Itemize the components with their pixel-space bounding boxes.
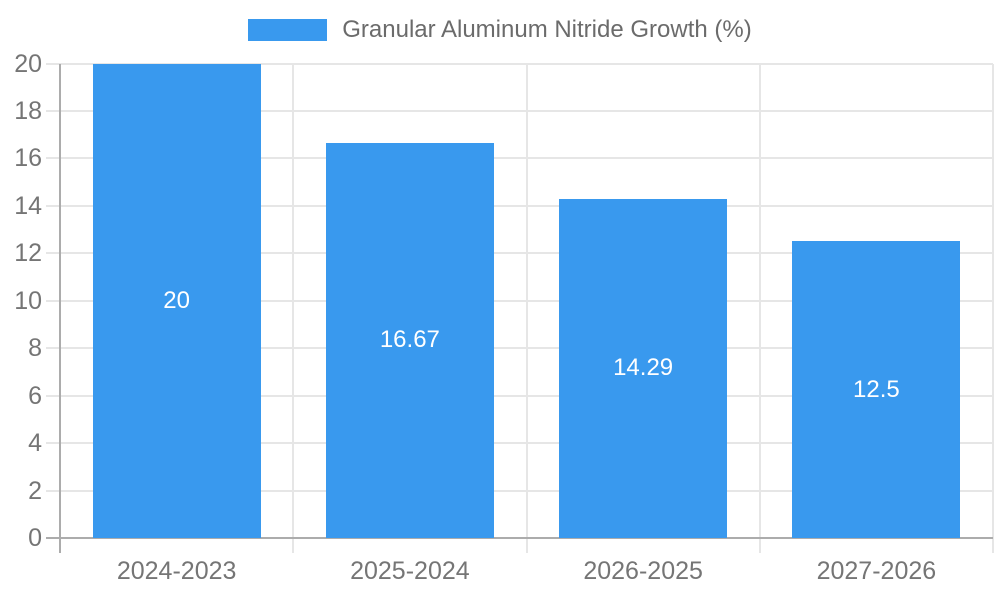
gridline-vertical <box>525 63 528 553</box>
bar-value-label: 20 <box>163 286 190 314</box>
gridline-horizontal <box>46 109 993 112</box>
bar-2025-2024[interactable] <box>325 142 494 538</box>
legend-swatch <box>248 19 328 41</box>
gridline-horizontal <box>46 347 993 350</box>
y-tick-label: 0 <box>28 524 42 552</box>
y-tick-label: 8 <box>28 334 42 363</box>
x-tick-label: 2027-2026 <box>816 557 937 585</box>
gridline-horizontal <box>46 252 993 255</box>
bar-value-label: 14.29 <box>613 354 674 382</box>
x-tick-label: 2024-2023 <box>116 557 237 585</box>
y-tick-label: 18 <box>14 96 42 125</box>
gridline-horizontal <box>46 489 993 492</box>
y-tick-label: 6 <box>28 381 42 410</box>
y-tick-label: 16 <box>14 144 42 173</box>
gridline-horizontal <box>46 204 993 207</box>
gridline-horizontal <box>46 394 993 397</box>
legend[interactable]: Granular Aluminum Nitride Growth (%) <box>0 16 1000 44</box>
y-tick-label: 14 <box>14 191 42 220</box>
gridline-vertical <box>292 63 295 553</box>
bar-value-label: 16.67 <box>379 326 440 354</box>
y-tick-label: 20 <box>14 49 42 78</box>
gridline-vertical <box>758 63 761 553</box>
gridline-vertical <box>992 63 994 553</box>
y-axis-line <box>59 63 61 553</box>
x-tick-label: 2026-2025 <box>583 557 703 585</box>
y-tick-label: 2 <box>28 476 42 505</box>
y-tick-label: 10 <box>14 286 42 315</box>
y-tick-label: 12 <box>14 239 42 268</box>
gridline-horizontal <box>46 299 993 302</box>
gridline-horizontal <box>46 62 993 65</box>
bar-2026-2025[interactable] <box>559 198 728 538</box>
legend-label: Granular Aluminum Nitride Growth (%) <box>342 16 752 43</box>
bar-2024-2023[interactable] <box>92 63 261 538</box>
y-tick-label: 4 <box>28 429 42 458</box>
gridline-horizontal <box>46 157 993 160</box>
bar-value-label: 12.5 <box>853 375 900 403</box>
x-axis-line <box>46 537 993 539</box>
gridline-horizontal <box>46 442 993 445</box>
x-tick-label: 2025-2024 <box>350 557 470 585</box>
bar-2027-2026[interactable] <box>792 241 961 538</box>
